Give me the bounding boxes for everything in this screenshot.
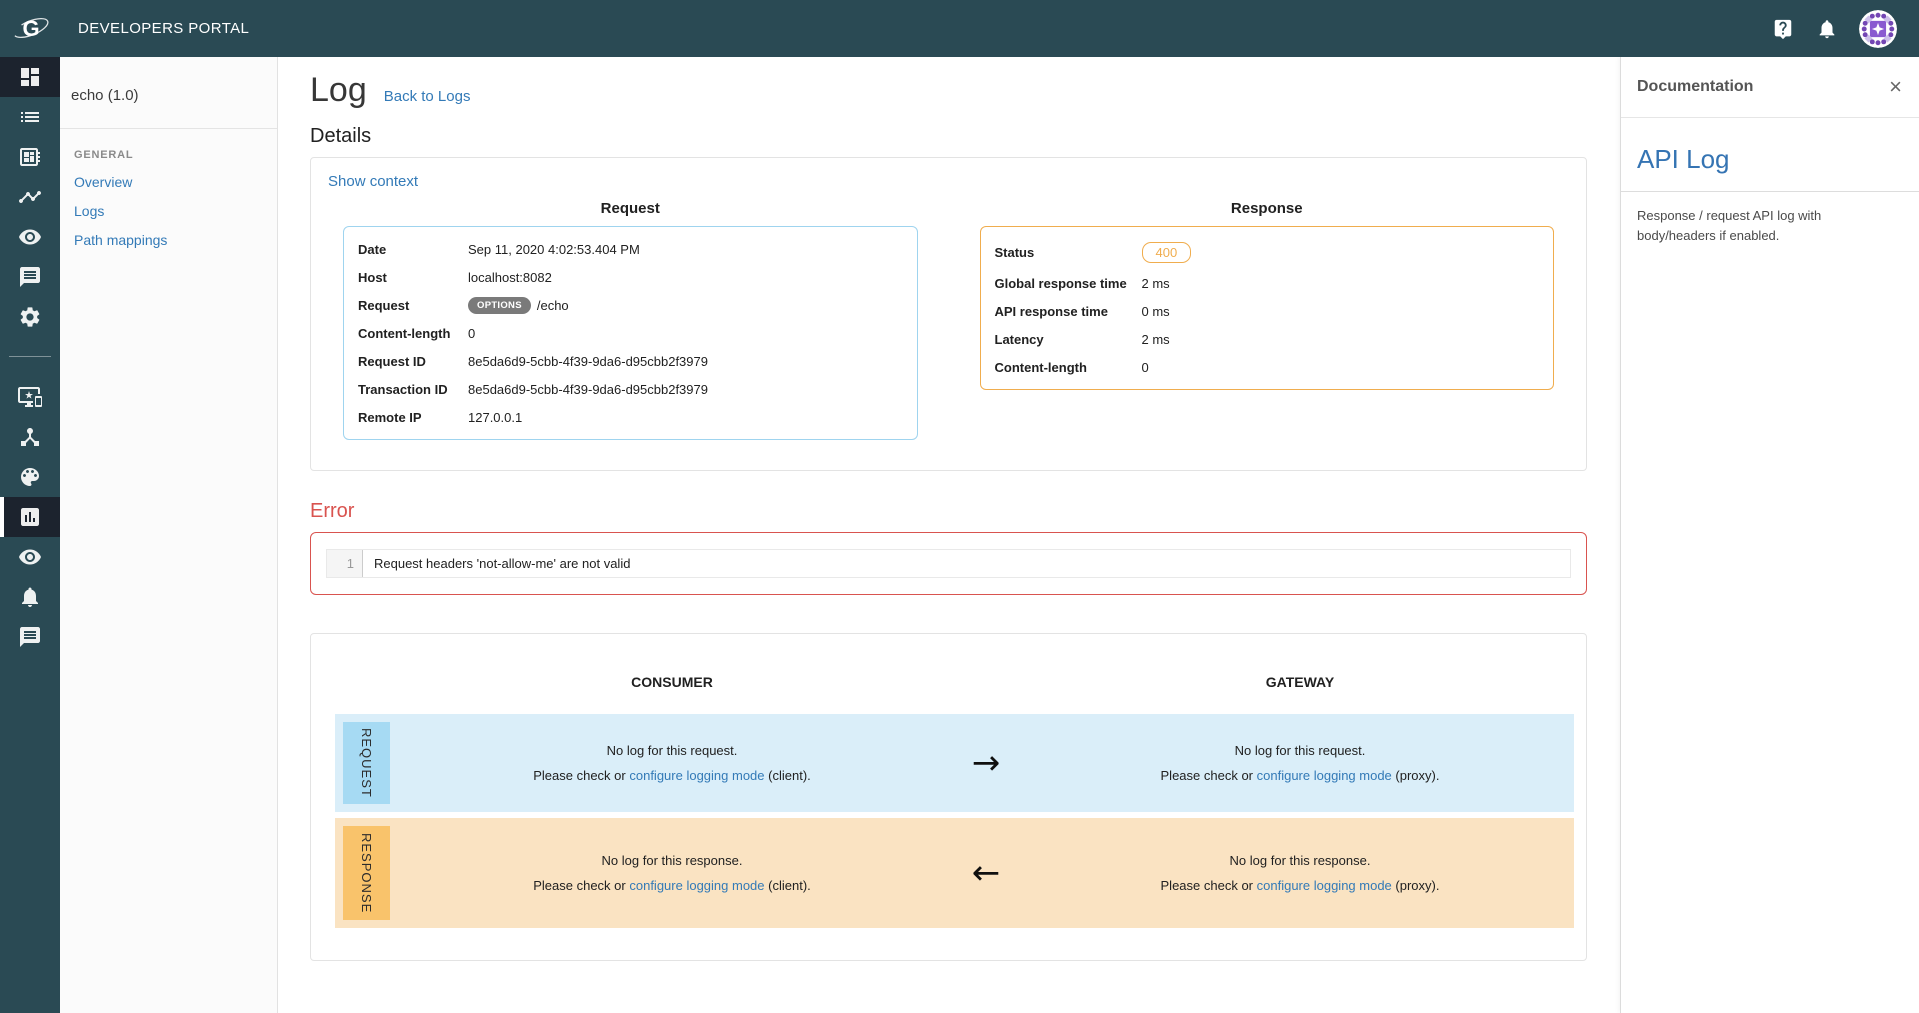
configure-logging-mode-link-consumer-response[interactable]: configure logging mode bbox=[629, 878, 764, 893]
flow-response-row: RESPONSE No log for this response. Pleas… bbox=[335, 818, 1574, 928]
sidebar-item-overview[interactable]: Overview bbox=[74, 174, 263, 190]
notifications-icon[interactable] bbox=[1815, 17, 1839, 41]
avatar[interactable] bbox=[1859, 10, 1897, 48]
details-card: Show context Request Date Sep 11, 2020 4… bbox=[310, 157, 1587, 471]
error-heading: Error bbox=[310, 500, 1587, 523]
response-row-status: Status 400 bbox=[995, 235, 1554, 269]
request-row-content-length: Content-length 0 bbox=[358, 319, 917, 347]
documentation-title: Documentation bbox=[1637, 78, 1753, 96]
visibility-icon[interactable] bbox=[0, 217, 60, 257]
sidebar-item-logs[interactable]: Logs bbox=[74, 203, 263, 219]
response-row-api-time: API response time 0 ms bbox=[995, 297, 1554, 325]
request-row-remote-ip: Remote IP 127.0.0.1 bbox=[358, 403, 917, 431]
request-panel: Date Sep 11, 2020 4:02:53.404 PM Host lo… bbox=[343, 226, 918, 440]
palette-icon[interactable] bbox=[0, 457, 60, 497]
response-column: Response Status 400 Global response time… bbox=[965, 200, 1570, 440]
list-icon[interactable] bbox=[0, 97, 60, 137]
settings-icon[interactable] bbox=[0, 297, 60, 337]
messages-icon[interactable] bbox=[0, 257, 60, 297]
messages-icon-2[interactable] bbox=[0, 617, 60, 657]
consumer-gateway-card: CONSUMER GATEWAY REQUEST No log for this… bbox=[310, 633, 1587, 961]
dashboard-icon[interactable] bbox=[0, 57, 60, 97]
arrow-left-icon: ← bbox=[946, 856, 1026, 890]
topbar-actions bbox=[1771, 10, 1919, 48]
arrow-right-icon: → bbox=[946, 746, 1026, 780]
doc-page-title: API Log bbox=[1637, 144, 1902, 175]
response-row-global-time: Global response time 2 ms bbox=[995, 269, 1554, 297]
details-heading: Details bbox=[310, 125, 1587, 148]
consumer-response-cell: No log for this response. Please check o… bbox=[398, 853, 946, 893]
timeline-icon[interactable] bbox=[0, 177, 60, 217]
portal-title: DEVELOPERS PORTAL bbox=[78, 20, 249, 37]
gateway-response-cell: No log for this response. Please check o… bbox=[1026, 853, 1574, 893]
app-root: G DEVELOPERS PORTAL bbox=[0, 0, 1919, 1013]
api-sidebar: echo (1.0) GENERAL Overview Logs Path ma… bbox=[60, 57, 278, 1013]
configure-logging-mode-link-gateway-response[interactable]: configure logging mode bbox=[1257, 878, 1392, 893]
doc-divider bbox=[1621, 191, 1919, 192]
developer-board-icon[interactable] bbox=[0, 137, 60, 177]
response-row-content-length: Content-length 0 bbox=[995, 353, 1554, 381]
request-row-label: REQUEST bbox=[343, 722, 390, 804]
request-panel-title: Request bbox=[343, 200, 918, 217]
request-row-request-id: Request ID 8e5da6d9-5cbb-4f39-9da6-d95cb… bbox=[358, 347, 917, 375]
logo[interactable]: G bbox=[0, 0, 62, 57]
configure-logging-mode-link-gateway-request[interactable]: configure logging mode bbox=[1257, 768, 1392, 783]
request-row-date: Date Sep 11, 2020 4:02:53.404 PM bbox=[358, 235, 917, 263]
request-row-method: Request OPTIONS /echo bbox=[358, 291, 917, 319]
device-hub-icon[interactable] bbox=[0, 417, 60, 457]
sidebar-item-path-mappings[interactable]: Path mappings bbox=[74, 232, 263, 248]
topbar: G DEVELOPERS PORTAL bbox=[0, 0, 1919, 57]
line-number: 1 bbox=[327, 550, 363, 577]
close-icon[interactable]: × bbox=[1889, 76, 1902, 98]
consumer-request-cell: No log for this request. Please check or… bbox=[398, 743, 946, 783]
logo-g-glyph: G bbox=[22, 16, 39, 42]
important-devices-icon[interactable] bbox=[0, 377, 60, 417]
page-title: Log bbox=[310, 71, 367, 109]
request-column: Request Date Sep 11, 2020 4:02:53.404 PM… bbox=[328, 200, 933, 440]
response-panel-title: Response bbox=[980, 200, 1555, 217]
gateway-request-cell: No log for this request. Please check or… bbox=[1026, 743, 1574, 783]
icon-sidebar bbox=[0, 57, 60, 1013]
main-content: Log Back to Logs Details Show context Re… bbox=[278, 57, 1620, 1013]
error-code-line: 1 Request headers 'not-allow-me' are not… bbox=[326, 549, 1571, 578]
api-title: echo (1.0) bbox=[60, 57, 277, 128]
alerts-bell-icon[interactable] bbox=[0, 577, 60, 617]
sidebar-divider bbox=[9, 356, 51, 357]
response-panel: Status 400 Global response time 2 ms API… bbox=[980, 226, 1555, 390]
error-box: 1 Request headers 'not-allow-me' are not… bbox=[310, 532, 1587, 595]
method-badge: OPTIONS bbox=[468, 297, 531, 314]
documentation-panel: Documentation × API Log Response / reque… bbox=[1620, 57, 1919, 1013]
help-icon[interactable] bbox=[1771, 17, 1795, 41]
response-row-label: RESPONSE bbox=[343, 826, 390, 920]
doc-description: Response / request API log with body/hea… bbox=[1637, 206, 1902, 246]
status-badge: 400 bbox=[1142, 242, 1192, 263]
response-row-latency: Latency 2 ms bbox=[995, 325, 1554, 353]
configure-logging-mode-link-consumer-request[interactable]: configure logging mode bbox=[629, 768, 764, 783]
back-to-logs-link[interactable]: Back to Logs bbox=[384, 88, 471, 105]
sidebar-section-general: GENERAL bbox=[74, 149, 263, 161]
request-row-host: Host localhost:8082 bbox=[358, 263, 917, 291]
request-row-transaction-id: Transaction ID 8e5da6d9-5cbb-4f39-9da6-d… bbox=[358, 375, 917, 403]
visibility-icon-2[interactable] bbox=[0, 537, 60, 577]
flow-request-row: REQUEST No log for this request. Please … bbox=[335, 714, 1574, 812]
show-context-link[interactable]: Show context bbox=[328, 173, 418, 190]
error-message: Request headers 'not-allow-me' are not v… bbox=[363, 550, 630, 577]
consumer-header: CONSUMER bbox=[398, 674, 946, 690]
gateway-header: GATEWAY bbox=[1026, 674, 1574, 690]
analytics-bars-icon[interactable] bbox=[0, 497, 60, 537]
